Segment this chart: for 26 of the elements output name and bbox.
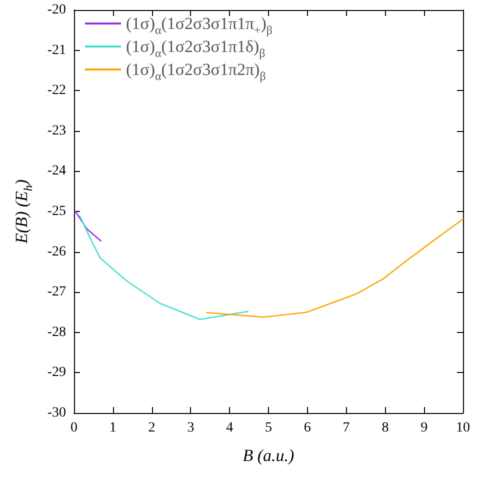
y-axis-title: E(B) (Eh) bbox=[12, 179, 35, 244]
x-tick-label: 5 bbox=[265, 420, 272, 436]
x-tick-label: 10 bbox=[456, 420, 470, 436]
x-tick-label: 8 bbox=[382, 420, 389, 436]
y-tick-label: -24 bbox=[47, 164, 66, 179]
y-tick-label: -28 bbox=[47, 324, 66, 340]
x-tick-label: 2 bbox=[148, 420, 156, 436]
x-tick-label: 3 bbox=[187, 420, 194, 436]
y-tick-label: -27 bbox=[47, 284, 66, 300]
y-tick-label: -20 bbox=[47, 2, 66, 18]
x-tick-label: 0 bbox=[70, 420, 78, 436]
y-tick-label: -25 bbox=[47, 204, 66, 219]
x-tick-label: 7 bbox=[342, 420, 350, 436]
line-series bbox=[79, 215, 249, 320]
y-tick-label: -26 bbox=[47, 244, 66, 260]
line-series bbox=[206, 218, 464, 318]
x-tick-label: 9 bbox=[420, 420, 428, 436]
y-tick-label: -23 bbox=[47, 123, 66, 138]
x-tick-label: 4 bbox=[226, 420, 234, 436]
x-tick-label: 1 bbox=[109, 420, 116, 436]
y-tick-label: -21 bbox=[47, 42, 66, 58]
y-tick-label: -30 bbox=[47, 406, 66, 420]
x-axis-title: B (a.u.) bbox=[242, 446, 295, 465]
y-tick-label: -22 bbox=[47, 83, 66, 98]
x-tick-label: 6 bbox=[304, 420, 311, 436]
y-tick-label: -29 bbox=[47, 365, 66, 380]
